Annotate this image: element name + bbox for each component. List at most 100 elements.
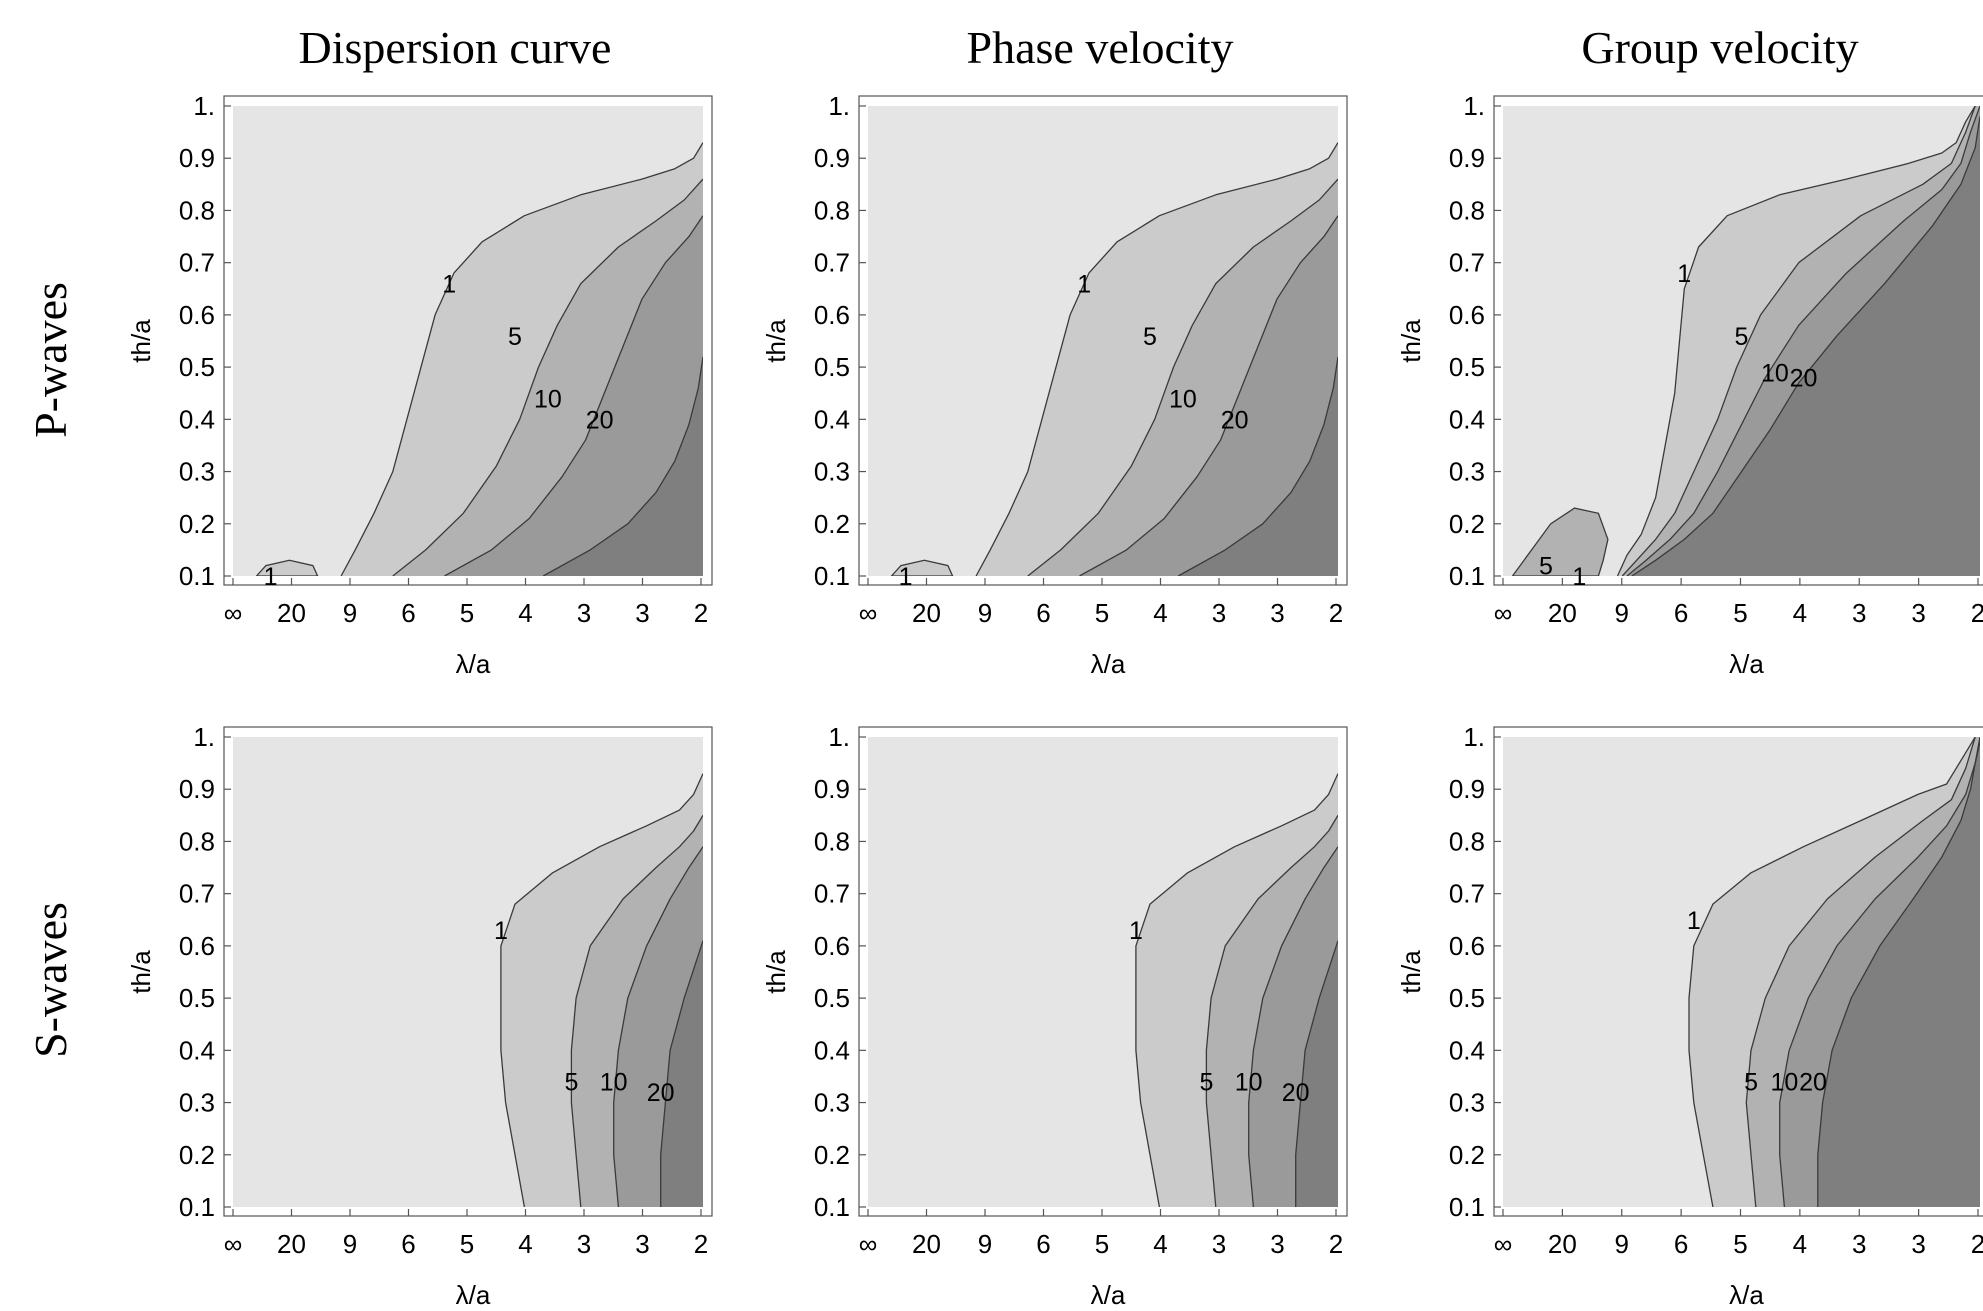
panel-s-waves-dispersion-curve: 0.1 0.2 0.3 0.4 0.5 0.6 0.7 0.8 0.9 1. ∞ 20 9 6 5 4 3 3 2 λ… <box>126 722 713 1310</box>
x-tick-label: 3 <box>1270 598 1284 628</box>
y-tick-label: 0.3 <box>814 457 850 487</box>
x-tick-label: ∞ <box>1494 1229 1513 1259</box>
y-tick-label: 0.9 <box>1449 774 1485 804</box>
contour-line-5 <box>1621 106 1976 576</box>
x-tick-label: ∞ <box>859 598 878 628</box>
x-tick-label: 9 <box>978 598 992 628</box>
x-tick-label: 20 <box>1548 598 1577 628</box>
panel-s-waves-group-velocity: 0.1 0.2 0.3 0.4 0.5 0.6 0.7 0.8 0.9 1. ∞ 20 9 6 5 4 3 3 2 λ… <box>1396 722 1983 1310</box>
contour-line-1 <box>1616 106 1976 576</box>
contour-line-5 <box>570 814 703 1207</box>
y-tick-label: 0.8 <box>179 195 215 225</box>
x-tick-label: 6 <box>1674 598 1688 628</box>
row-title-p-waves: P-waves <box>25 282 76 438</box>
y-tick-label: 1. <box>1463 91 1485 121</box>
y-tick-label: 0.9 <box>1449 143 1485 173</box>
y-tick-label: 0.2 <box>1449 509 1485 539</box>
contour-label-20: 20 <box>1799 1069 1827 1097</box>
y-tick-label: 1. <box>828 91 850 121</box>
y-tick-label: 0.3 <box>1449 457 1485 487</box>
contour-label-1: 1 <box>1129 917 1143 945</box>
y-tick-label: 0.2 <box>814 509 850 539</box>
y-axis-label: th/a <box>761 319 791 363</box>
y-tick-label: 0.8 <box>814 826 850 856</box>
panel-frame <box>858 726 1348 1217</box>
x-tick-label: 4 <box>1153 1229 1167 1259</box>
x-tick-label: 5 <box>460 598 474 628</box>
contour-line-5 <box>1205 814 1338 1207</box>
x-tick-label: 6 <box>401 598 415 628</box>
x-tick-label: 3 <box>1911 1229 1925 1259</box>
contour-line-10 <box>1248 846 1338 1207</box>
y-tick-label: 0.6 <box>179 300 215 330</box>
y-tick-label: 0.9 <box>814 774 850 804</box>
contour-label-20: 20 <box>1221 406 1249 434</box>
contour-line-20 <box>1817 742 1980 1207</box>
panel-p-waves-group-velocity: 0.1 0.2 0.3 0.4 0.5 0.6 0.7 0.8 0.9 1. ∞ 20 9 6 5 4 3 3 2 λ… <box>1396 91 1983 679</box>
y-tick-label: 0.5 <box>814 352 850 382</box>
contour-label-1: 1 <box>264 563 278 591</box>
x-tick-label: 6 <box>1674 1229 1688 1259</box>
y-tick-label: 0.5 <box>179 983 215 1013</box>
contour-line-1 <box>1135 773 1338 1207</box>
x-tick-label: 2 <box>1329 1229 1343 1259</box>
contour-label-20: 20 <box>586 406 614 434</box>
x-tick-label: 20 <box>912 1229 941 1259</box>
y-tick-label: 0.1 <box>179 561 215 591</box>
contour-label-10: 10 <box>1169 385 1197 413</box>
x-tick-label: 3 <box>577 1229 591 1259</box>
y-tick-label: 0.7 <box>814 879 850 909</box>
x-tick-label: 5 <box>460 1229 474 1259</box>
x-tick-label: 20 <box>1548 1229 1577 1259</box>
contour-label-5: 5 <box>1539 553 1553 581</box>
x-tick-label: 6 <box>1036 1229 1050 1259</box>
x-axis-label: λ/a <box>456 649 491 679</box>
y-tick-label: 0.4 <box>179 1035 215 1065</box>
contour-label-1: 1 <box>1572 563 1586 591</box>
x-tick-label: 3 <box>577 598 591 628</box>
x-tick-label: 2 <box>1971 598 1983 628</box>
y-tick-label: 0.5 <box>814 983 850 1013</box>
contour-label-1: 1 <box>1677 260 1691 288</box>
x-tick-label: 4 <box>1153 598 1167 628</box>
x-tick-label: 20 <box>277 598 306 628</box>
y-tick-label: 0.3 <box>179 457 215 487</box>
contour-bubble-5 <box>1511 507 1609 576</box>
x-tick-label: 3 <box>635 598 649 628</box>
y-tick-label: 1. <box>193 722 215 752</box>
y-tick-label: 0.6 <box>179 931 215 961</box>
contour-label-1: 1 <box>1687 907 1701 935</box>
y-tick-label: 0.3 <box>179 1088 215 1118</box>
contour-line-1 <box>340 142 703 576</box>
y-tick-label: 0.9 <box>179 143 215 173</box>
y-tick-label: 0.4 <box>814 404 850 434</box>
contour-region-20 <box>660 940 703 1207</box>
x-tick-label: ∞ <box>859 1229 878 1259</box>
contour-region-10 <box>444 215 703 576</box>
x-tick-label: 2 <box>694 598 708 628</box>
x-tick-label: 9 <box>978 1229 992 1259</box>
y-tick-label: 0.1 <box>814 1192 850 1222</box>
y-tick-label: 0.7 <box>179 248 215 278</box>
contour-line-1 <box>1688 737 1976 1207</box>
x-tick-label: 2 <box>1329 598 1343 628</box>
x-tick-label: 4 <box>518 598 532 628</box>
x-tick-label: ∞ <box>1494 598 1513 628</box>
y-tick-label: 1. <box>1463 722 1485 752</box>
contour-region-20 <box>1817 742 1980 1207</box>
contour-label-10: 10 <box>600 1069 628 1097</box>
contour-region-20 <box>1295 940 1338 1207</box>
contour-label-20: 20 <box>1790 365 1818 393</box>
x-tick-label: 6 <box>401 1229 415 1259</box>
contour-label-5: 5 <box>1143 323 1157 351</box>
x-axis-label: λ/a <box>1091 1280 1126 1310</box>
y-tick-label: 0.4 <box>179 404 215 434</box>
x-tick-label: 3 <box>1852 598 1866 628</box>
contour-line-20 <box>542 356 703 576</box>
y-axis-label: th/a <box>1396 319 1426 363</box>
y-tick-label: 0.4 <box>1449 404 1485 434</box>
panel-frame <box>1493 726 1983 1217</box>
y-tick-label: 0.1 <box>1449 561 1485 591</box>
panel-p-waves-phase-velocity: 0.1 0.2 0.3 0.4 0.5 0.6 0.7 0.8 0.9 1. ∞ 20 9 6 5 4 3 3 2 λ… <box>761 91 1348 679</box>
x-axis-label: λ/a <box>1729 649 1764 679</box>
